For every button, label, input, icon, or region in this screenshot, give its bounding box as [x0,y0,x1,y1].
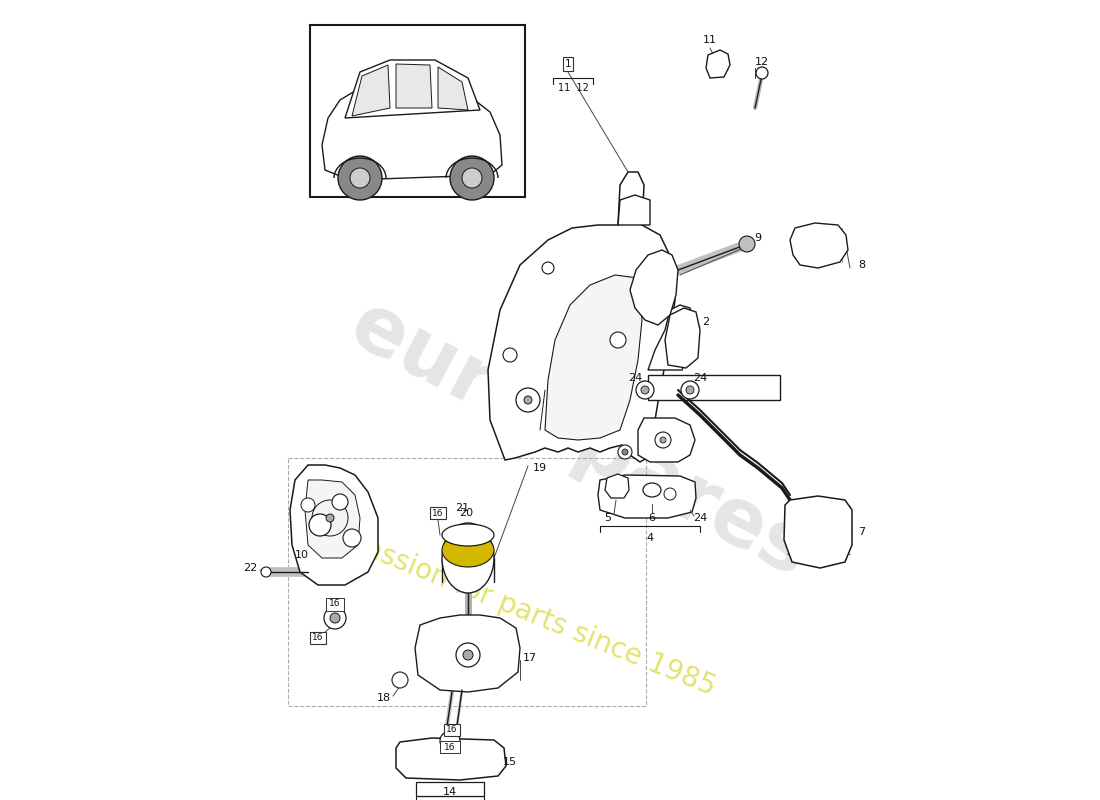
Text: 11: 11 [703,35,717,45]
Polygon shape [666,308,700,368]
Text: 7: 7 [858,527,866,537]
Circle shape [542,262,554,274]
Circle shape [463,650,473,660]
Text: 14: 14 [443,787,458,797]
Circle shape [343,529,361,547]
Ellipse shape [442,533,494,567]
Circle shape [618,445,632,459]
Text: 1: 1 [564,59,571,69]
Text: 5: 5 [605,513,612,523]
Circle shape [440,731,460,751]
Circle shape [654,432,671,448]
Circle shape [330,613,340,623]
Bar [440,741,460,753]
Circle shape [516,388,540,412]
Circle shape [324,607,346,629]
Text: 18: 18 [377,693,392,703]
Circle shape [686,386,694,394]
Text: 6: 6 [649,513,656,523]
Circle shape [641,386,649,394]
Bar [416,782,484,796]
Text: 11  12: 11 12 [558,83,589,93]
Text: 2: 2 [703,317,710,327]
Polygon shape [322,82,502,180]
Circle shape [309,514,331,536]
Polygon shape [648,375,780,400]
Circle shape [621,449,628,455]
Text: 21: 21 [455,503,469,513]
Circle shape [681,381,698,399]
Polygon shape [305,480,360,558]
Text: 20: 20 [459,508,473,518]
Circle shape [261,567,271,577]
Polygon shape [598,475,696,518]
Bar [326,598,344,611]
Ellipse shape [442,524,494,546]
Polygon shape [544,275,642,440]
Text: 12: 12 [755,57,769,67]
Polygon shape [618,195,650,225]
Polygon shape [790,223,848,268]
Circle shape [739,236,755,252]
Text: 10: 10 [295,550,309,560]
Text: 19: 19 [532,463,547,473]
Ellipse shape [644,483,661,497]
Polygon shape [488,172,675,462]
Polygon shape [415,615,520,692]
Circle shape [664,488,676,500]
Circle shape [660,437,666,443]
Bar [288,458,646,706]
Polygon shape [638,418,695,462]
Text: 16: 16 [444,742,455,751]
Circle shape [610,332,626,348]
Text: 17: 17 [522,653,537,663]
Circle shape [450,156,494,200]
Circle shape [462,168,482,188]
Text: 22: 22 [243,563,257,573]
Circle shape [392,672,408,688]
Ellipse shape [442,523,494,593]
Polygon shape [290,465,378,585]
Circle shape [301,498,315,512]
Circle shape [326,514,334,522]
Text: 8: 8 [858,260,866,270]
Polygon shape [706,50,730,78]
Circle shape [756,67,768,79]
Circle shape [338,156,382,200]
Polygon shape [605,474,629,498]
Circle shape [350,168,370,188]
Polygon shape [648,305,695,370]
Text: 9: 9 [755,233,761,243]
Text: eurospares: eurospares [337,286,823,594]
Polygon shape [396,738,506,780]
Text: 24: 24 [628,373,642,383]
Text: 4: 4 [647,533,653,543]
Text: 16: 16 [329,599,341,609]
Circle shape [456,643,480,667]
Circle shape [524,396,532,404]
Text: 15: 15 [503,757,517,767]
Bar [310,25,525,197]
Circle shape [332,494,348,510]
Circle shape [636,381,654,399]
Text: 16: 16 [432,509,443,518]
Circle shape [503,348,517,362]
Polygon shape [352,65,390,116]
Text: 16: 16 [312,634,323,642]
Text: 24: 24 [693,373,707,383]
Polygon shape [630,250,678,325]
Polygon shape [438,67,468,110]
Text: 24: 24 [693,513,707,523]
Polygon shape [345,60,480,118]
Text: 16: 16 [447,726,458,734]
Text: a passion for parts since 1985: a passion for parts since 1985 [320,518,719,702]
Polygon shape [396,64,432,108]
Polygon shape [784,496,852,568]
